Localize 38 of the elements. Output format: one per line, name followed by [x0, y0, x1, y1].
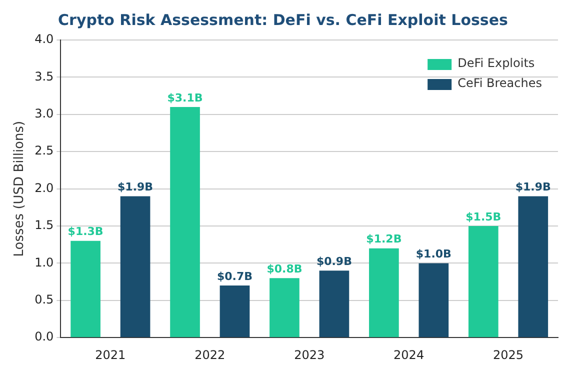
legend-label: DeFi Exploits — [458, 56, 535, 70]
y-tick-label: 3.5 — [34, 69, 54, 84]
data-label: $1.9B — [515, 180, 551, 194]
y-tick-label: 1.5 — [34, 218, 54, 232]
bar — [220, 286, 250, 338]
y-tick-label: 0.5 — [34, 292, 54, 307]
data-label: $3.1B — [167, 91, 203, 104]
x-tick-label: 2022 — [194, 348, 226, 362]
y-tick-label: 2.0 — [34, 180, 54, 195]
bar — [468, 226, 498, 338]
bar — [518, 196, 548, 338]
x-tick-label: 2024 — [394, 348, 424, 362]
y-axis-title: Losses (USD Billions) — [12, 120, 28, 257]
bar — [369, 248, 399, 338]
y-tick-label: 3.0 — [34, 106, 54, 121]
bar — [319, 270, 350, 338]
data-label: $1.5B — [466, 210, 502, 224]
chart-title: Crypto Risk Assessment: DeFi vs. CeFi Exploit Losses — [58, 10, 508, 29]
legend-label: CeFi Breaches — [458, 76, 542, 90]
y-tick-label: 4.0 — [34, 32, 54, 46]
y-tick-label: 1.0 — [34, 255, 54, 270]
y-tick-label: 0.0 — [34, 330, 54, 344]
data-label: $0.8B — [266, 262, 302, 276]
bar — [418, 263, 449, 338]
x-tick-label: 2021 — [95, 348, 126, 362]
data-label: $0.9B — [316, 255, 352, 268]
bar — [170, 106, 200, 338]
data-label: $1.2B — [366, 232, 402, 246]
data-label: $1.3B — [68, 225, 104, 238]
x-tick-label: 2025 — [492, 348, 524, 362]
bar — [270, 278, 300, 338]
data-label: $1.9B — [118, 180, 154, 194]
bar — [120, 196, 150, 338]
data-label: $1.0B — [416, 248, 452, 261]
x-tick-label: 2023 — [294, 348, 325, 362]
y-tick-label: 2.5 — [34, 144, 54, 158]
bar — [70, 240, 100, 338]
data-label: $0.7B — [216, 270, 253, 283]
